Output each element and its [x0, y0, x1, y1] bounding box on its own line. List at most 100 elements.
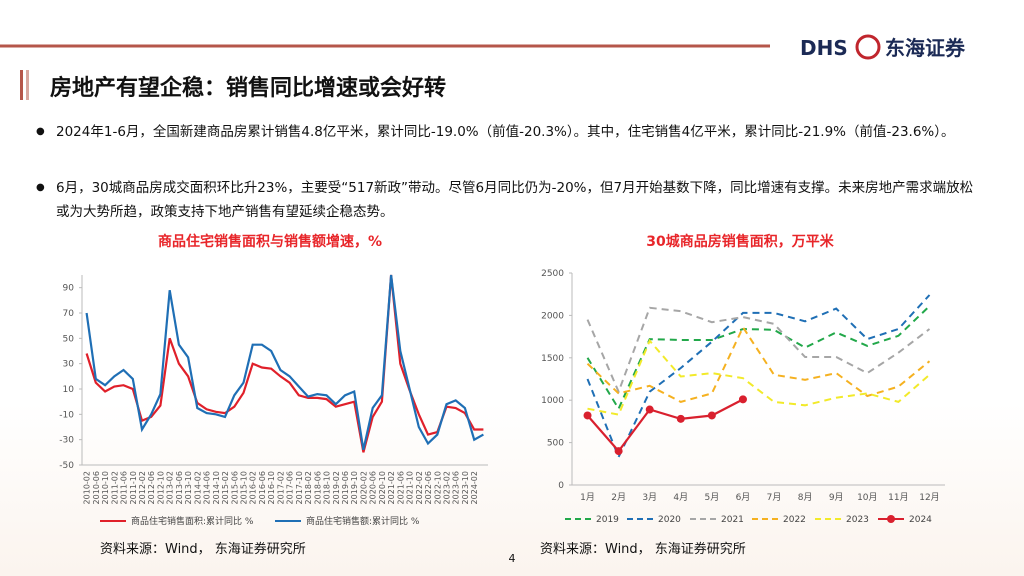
x-tick-label: 2022-02	[415, 471, 424, 504]
x-tick-label: 2010-10	[101, 471, 110, 504]
x-tick-label: 2月	[611, 492, 626, 503]
x-tick-label: 2011-06	[120, 471, 129, 504]
legend-label: 2023	[846, 515, 869, 525]
title-bar	[26, 70, 29, 100]
x-tick-label: 3月	[642, 492, 657, 503]
x-tick-label: 2012-06	[147, 471, 156, 504]
x-tick-label: 2019-06	[341, 471, 350, 504]
x-tick-label: 2013-02	[166, 471, 175, 504]
x-tick-label: 2010-02	[83, 471, 92, 504]
point	[614, 447, 623, 456]
x-tick-label: 2018-10	[323, 471, 332, 504]
point	[583, 411, 592, 420]
x-tick-label: 7月	[767, 492, 782, 503]
legend-label: 2021	[721, 515, 744, 525]
legend-label: 商品住宅销售面积:累计同比 %	[131, 515, 254, 527]
x-tick-label: 2020-02	[359, 471, 368, 504]
logo-en: DHS	[800, 36, 848, 60]
series-line	[586, 294, 931, 460]
y-tick-label: 50	[63, 334, 75, 344]
point	[645, 405, 654, 414]
x-tick-label: 2010-06	[92, 471, 101, 504]
x-tick-label: 2023-10	[461, 471, 470, 504]
bullet: 2024年1-6月，全国新建商品房累计销售4.8亿平米，累计同比-19.0%（前…	[36, 120, 976, 144]
x-tick-label: 2015-06	[230, 471, 239, 504]
legend-label: 2019	[596, 515, 619, 525]
chart-title: 30城商品房销售面积，万平米	[646, 233, 834, 250]
series-line	[85, 274, 484, 453]
y-tick-label: 10	[63, 385, 75, 395]
series-line	[586, 325, 931, 403]
source: 资料来源：Wind， 东海证券研究所	[540, 541, 746, 557]
y-tick-label: 90	[63, 284, 75, 294]
x-tick-label: 2012-10	[156, 471, 165, 504]
x-tick-label: 2017-10	[295, 471, 304, 504]
y-tick-label: -30	[59, 436, 74, 446]
x-tick-label: 11月	[888, 492, 908, 503]
y-tick-label: 2500	[541, 269, 564, 279]
y-tick-label: -10	[59, 410, 74, 420]
bullet: 6月，30城商品房成交面积环比升23%，主要受“517新政”带动。尽管6月同比仍…	[36, 176, 976, 224]
logo-icon	[855, 34, 881, 60]
x-tick-label: 2015-10	[239, 471, 248, 504]
x-tick-label: 6月	[736, 492, 751, 503]
series-line	[587, 338, 931, 416]
x-tick-label: 2015-02	[221, 471, 230, 504]
x-tick-label: 2024-02	[470, 471, 479, 504]
x-tick-label: 10月	[857, 492, 877, 503]
x-tick-label: 2012-02	[138, 471, 147, 504]
logo-cn: 东海证券	[885, 36, 966, 60]
x-tick-label: 2017-06	[286, 471, 295, 504]
x-tick-label: 2018-02	[304, 471, 313, 504]
chart-title: 商品住宅销售面积与销售额增速，%	[158, 233, 382, 250]
point	[738, 395, 747, 404]
x-tick-label: 2014-10	[212, 471, 221, 504]
x-tick-label: 2016-10	[267, 471, 276, 504]
series-line	[586, 398, 744, 453]
x-tick-label: 2022-10	[433, 471, 442, 504]
x-tick-label: 2021-02	[387, 471, 396, 504]
y-tick-label: 2000	[541, 311, 564, 321]
x-tick-label: 2023-06	[452, 471, 461, 504]
x-tick-label: 12月	[919, 492, 939, 503]
x-tick-label: 2017-02	[276, 471, 285, 504]
x-tick-label: 2013-10	[184, 471, 193, 504]
x-tick-label: 5月	[705, 492, 720, 503]
x-tick-label: 2019-02	[332, 471, 341, 504]
x-tick-label: 2014-02	[193, 471, 202, 504]
y-tick-label: 500	[547, 439, 564, 449]
x-tick-label: 2014-06	[203, 471, 212, 504]
x-tick-label: 2016-02	[249, 471, 258, 504]
y-tick-label: 30	[63, 360, 75, 370]
x-tick-label: 2011-10	[129, 471, 138, 504]
x-tick-label: 2013-06	[175, 471, 184, 504]
legend-label: 2020	[658, 515, 681, 525]
y-tick-label: 1500	[541, 354, 564, 364]
x-tick-label: 2020-06	[369, 471, 378, 504]
slide-title: 房地产有望企稳：销售同比增速或会好转	[50, 75, 446, 101]
legend-label: 2024	[909, 515, 932, 525]
x-tick-label: 2011-02	[110, 471, 119, 504]
x-tick-label: 4月	[673, 492, 688, 503]
y-tick-label: -50	[59, 461, 74, 471]
x-tick-label: 2021-10	[406, 471, 415, 504]
x-tick-label: 9月	[829, 492, 844, 503]
x-tick-label: 2022-06	[424, 471, 433, 504]
x-tick-label: 2023-02	[442, 471, 451, 504]
y-tick-label: 0	[558, 481, 564, 491]
legend-marker	[887, 515, 895, 523]
x-tick-label: 2021-06	[396, 471, 405, 504]
y-tick-label: 1000	[541, 396, 564, 406]
x-tick-label: 8月	[798, 492, 813, 503]
point	[707, 411, 716, 420]
source: 资料来源：Wind， 东海证券研究所	[100, 541, 306, 557]
point	[676, 414, 685, 423]
x-tick-label: 2019-10	[350, 471, 359, 504]
x-tick-label: 2016-06	[258, 471, 267, 504]
legend-label: 商品住宅销售额:累计同比 %	[306, 515, 420, 527]
x-tick-label: 1月	[580, 492, 595, 503]
legend-label: 2022	[783, 515, 806, 525]
page-number: 4	[509, 552, 516, 565]
